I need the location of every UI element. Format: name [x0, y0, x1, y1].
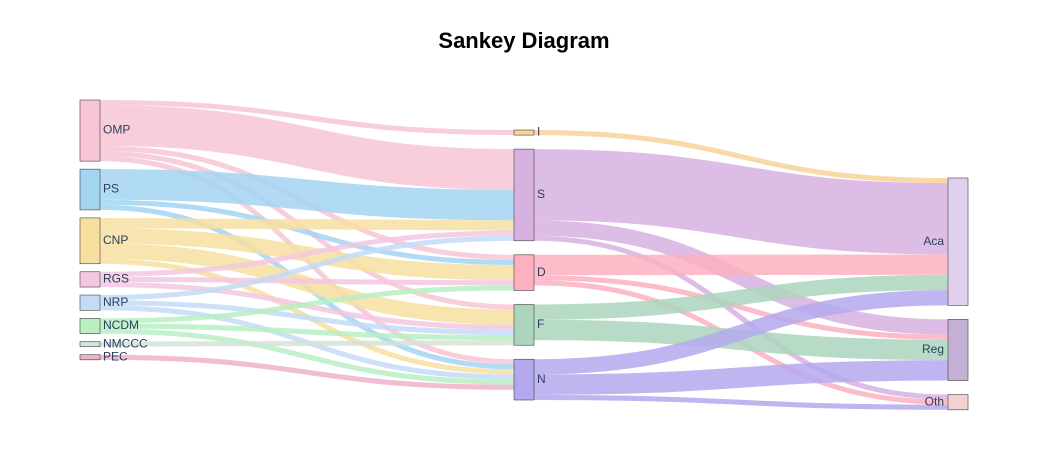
- node-bar-omp[interactable]: [79, 99, 101, 162]
- node-label-s: S: [537, 187, 545, 201]
- node-label-nrp: NRP: [103, 295, 128, 309]
- sankey-link-s-aca[interactable]: [533, 149, 949, 255]
- node-bar-n[interactable]: [513, 358, 535, 401]
- sankey-node-i[interactable]: I: [513, 125, 540, 139]
- sankey-node-cnp[interactable]: CNP: [79, 217, 128, 265]
- sankey-link-nrp-f[interactable]: [99, 300, 515, 336]
- node-label-i: I: [537, 125, 540, 139]
- sankey-link-n-aca[interactable]: [533, 290, 949, 375]
- sankey-node-pec[interactable]: PEC: [79, 349, 128, 363]
- sankey-link-cnp-f[interactable]: [99, 243, 515, 325]
- node-label-aca: Aca: [923, 234, 944, 248]
- node-label-oth: Oth: [925, 394, 944, 408]
- sankey-node-ncdm[interactable]: NCDM: [79, 318, 139, 334]
- sankey-link-n-reg[interactable]: [533, 360, 949, 395]
- sankey-node-rgs[interactable]: RGS: [79, 271, 129, 288]
- sankey-node-s[interactable]: S: [513, 148, 545, 242]
- node-bar-i[interactable]: [513, 129, 535, 136]
- sankey-link-ncdm-f[interactable]: [99, 323, 515, 341]
- sankey-link-rgs-s[interactable]: [99, 230, 515, 277]
- node-label-ncdm: NCDM: [103, 318, 139, 332]
- chart-title: Sankey Diagram: [438, 28, 610, 53]
- node-label-rgs: RGS: [103, 272, 129, 286]
- node-label-ps: PS: [103, 182, 119, 196]
- sankey-node-n[interactable]: N: [513, 358, 546, 401]
- sankey-node-aca[interactable]: Aca: [923, 177, 969, 306]
- node-bar-ncdm[interactable]: [79, 318, 101, 334]
- sankey-link-ncdm-n[interactable]: [99, 328, 515, 385]
- node-bar-rgs[interactable]: [79, 271, 101, 288]
- sankey-link-f-aca[interactable]: [533, 274, 949, 320]
- node-bar-pec[interactable]: [79, 354, 101, 361]
- node-label-nmccc: NMCCC: [103, 336, 148, 350]
- sankey-node-ps[interactable]: PS: [79, 168, 119, 211]
- sankey-link-nmccc-f[interactable]: [99, 340, 515, 347]
- node-label-reg: Reg: [922, 342, 944, 356]
- sankey-link-ps-d[interactable]: [99, 199, 515, 265]
- sankey-node-oth[interactable]: Oth: [925, 394, 969, 411]
- sankey-link-omp-s[interactable]: [99, 105, 515, 190]
- node-bar-s[interactable]: [513, 148, 535, 242]
- sankey-link-ps-s[interactable]: [99, 169, 515, 221]
- sankey-node-reg[interactable]: Reg: [922, 319, 969, 381]
- sankey-link-i-aca[interactable]: [533, 130, 949, 184]
- sankey-link-d-reg[interactable]: [533, 275, 949, 340]
- sankey-link-rgs-d[interactable]: [99, 276, 515, 286]
- sankey-link-s-reg[interactable]: [533, 220, 949, 335]
- sankey-node-nmccc[interactable]: NMCCC: [79, 336, 148, 350]
- node-label-omp: OMP: [103, 123, 130, 137]
- node-bar-f[interactable]: [513, 304, 535, 346]
- node-bar-oth[interactable]: [947, 394, 969, 411]
- node-bar-nmccc[interactable]: [79, 341, 101, 348]
- node-bar-d[interactable]: [513, 254, 535, 291]
- node-bar-nrp[interactable]: [79, 294, 101, 311]
- node-label-n: N: [537, 372, 546, 386]
- sankey-link-ncdm-d[interactable]: [99, 285, 515, 324]
- sankey-link-pec-n[interactable]: [99, 354, 515, 390]
- links-layer: [99, 100, 949, 410]
- node-bar-reg[interactable]: [947, 319, 969, 381]
- node-label-f: F: [537, 317, 544, 331]
- node-label-d: D: [537, 265, 546, 279]
- sankey-link-nrp-s[interactable]: [99, 235, 515, 301]
- sankey-node-nrp[interactable]: NRP: [79, 294, 128, 311]
- sankey-link-cnp-s[interactable]: [99, 217, 515, 231]
- node-label-cnp: CNP: [103, 233, 128, 247]
- sankey-node-d[interactable]: D: [513, 254, 546, 291]
- node-bar-aca[interactable]: [947, 177, 969, 306]
- sankey-link-s-oth[interactable]: [533, 235, 949, 400]
- node-bar-cnp[interactable]: [79, 217, 101, 265]
- sankey-link-omp-i[interactable]: [99, 100, 515, 136]
- sankey-link-n-oth[interactable]: [533, 394, 949, 410]
- node-label-pec: PEC: [103, 349, 128, 363]
- node-bar-ps[interactable]: [79, 168, 101, 211]
- sankey-node-f[interactable]: F: [513, 304, 544, 346]
- sankey-node-omp[interactable]: OMP: [79, 99, 130, 162]
